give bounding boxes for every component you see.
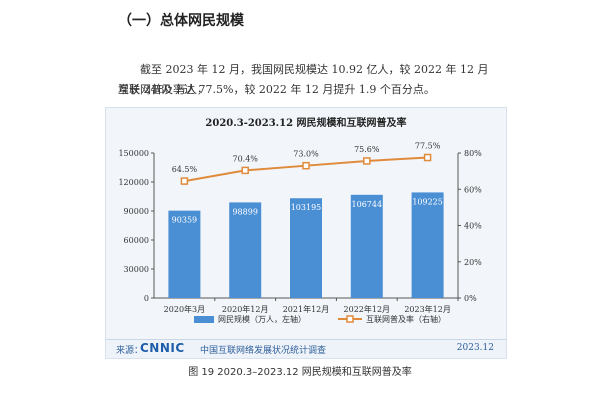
- rate-label: 73.0%: [293, 150, 319, 159]
- bar-value-label: 109225: [412, 197, 443, 206]
- chart-title: 2020.3-2023.12 网民规模和互联网普及率: [205, 118, 407, 129]
- chart-svg: 0 30000 60000 90000 120000 150000 0% 20% 40% 60% 8…: [118, 142, 482, 324]
- rate-point: [423, 153, 432, 162]
- bar: [290, 198, 322, 298]
- rate-point: [241, 166, 249, 175]
- legend-bar-swatch: [194, 316, 214, 323]
- bar-value-label: 98899: [232, 207, 257, 216]
- category-label: 2023年12月: [404, 304, 451, 314]
- rate-point: [180, 177, 189, 185]
- left-tick-label: 30000: [124, 265, 149, 274]
- rate-label: 70.4%: [232, 154, 258, 163]
- rate-point: [363, 157, 371, 165]
- figure-caption: 图 19 2020.3–2023.12 网民规模和互联网普及率: [188, 367, 412, 378]
- left-tick-label: 60000: [124, 236, 149, 245]
- chart-footer: 来源： CNNIC 中国互联网络发展状况统计调查 2023.12: [106, 339, 506, 358]
- bar: [411, 192, 444, 298]
- source-label: 来源：: [116, 346, 144, 356]
- paragraph-line-1: 截至 2023 年 12 月，我国网民规模达 10.92 亿人，较 2022 年…: [118, 63, 489, 96]
- cnnic-logo: CNNIC: [140, 341, 185, 355]
- bar: [229, 202, 262, 298]
- bar: [168, 210, 201, 298]
- legend-line-label: 互联网普及率（右轴）: [366, 314, 446, 324]
- category-label: 2020年12月: [222, 304, 269, 314]
- left-tick-label: 150000: [118, 149, 149, 158]
- category-label: 2021年12月: [283, 304, 330, 314]
- chart-panel: 2020.3-2023.12 网民规模和互联网普及率 0 30000 60000 90…: [105, 107, 507, 359]
- paragraph-line-2: 互联网普及率达 77.5%，较 2022 年 12 月提升 1.9 个百分点。: [118, 83, 435, 96]
- legend-bar-label: 网民规模（万人，左轴）: [218, 314, 306, 324]
- bar: [350, 194, 383, 298]
- right-tick-label: 0%: [464, 294, 477, 303]
- right-tick-label: 40%: [464, 222, 482, 231]
- source-date: 2023.12: [456, 343, 494, 353]
- left-tick-label: 90000: [124, 207, 149, 216]
- rate-label: 77.5%: [415, 142, 441, 151]
- right-tick-label: 60%: [464, 185, 482, 194]
- category-label: 2022年12月: [344, 304, 391, 314]
- bar-value-label: 103195: [291, 203, 322, 212]
- bar-value-label: 106744: [352, 200, 383, 209]
- right-tick-label: 20%: [464, 258, 482, 267]
- left-tick-label: 120000: [118, 178, 149, 187]
- category-label: 2020年3月: [164, 304, 205, 314]
- legend-line-marker: [346, 315, 354, 323]
- left-tick-label: 0: [144, 294, 149, 303]
- right-tick-label: 80%: [464, 149, 482, 158]
- source-text: 中国互联网络发展状况统计调查: [200, 346, 327, 356]
- rate-label: 75.6%: [354, 145, 380, 154]
- bar-value-label: 90359: [172, 216, 197, 225]
- rate-point: [302, 161, 310, 170]
- section-heading: （一）总体网民规模: [118, 13, 244, 29]
- rate-label: 64.5%: [172, 165, 198, 174]
